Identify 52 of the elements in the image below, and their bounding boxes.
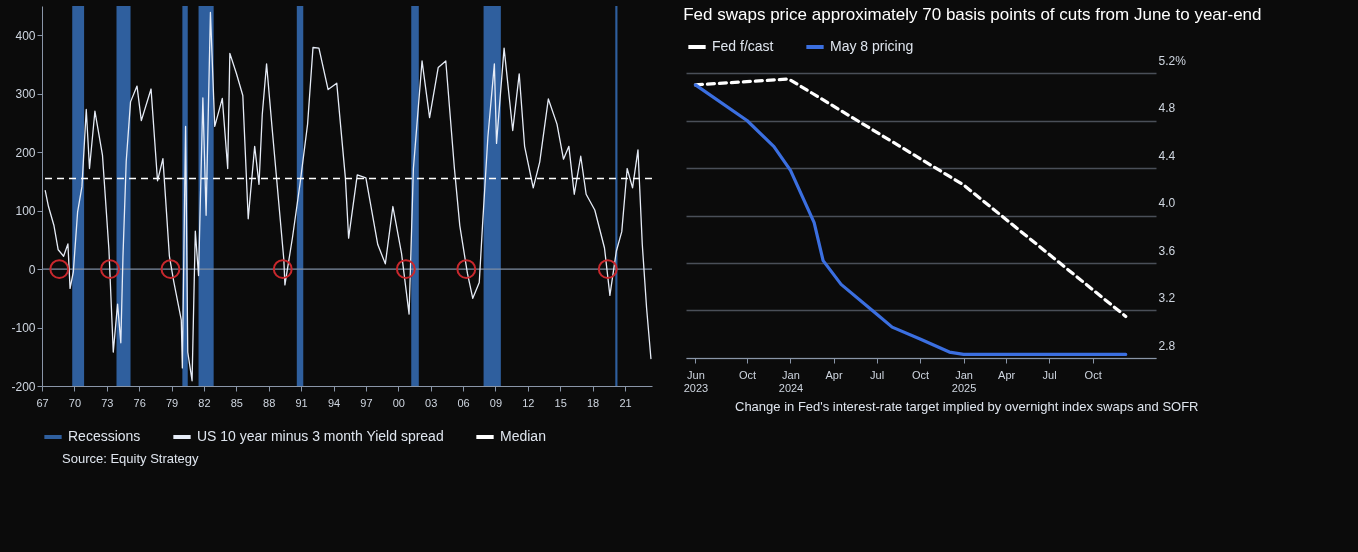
y2-tick-label: 5.2%: [1158, 53, 1187, 68]
x-tick-label: Oct: [1084, 368, 1102, 381]
x-tick-label: Apr: [998, 368, 1016, 381]
x-tick-label: Oct: [911, 368, 930, 381]
x-tick-label: 76: [133, 396, 146, 409]
y-tick-label: 300: [15, 87, 36, 102]
x-tick-label: 06: [457, 396, 470, 409]
y-tick-label: 0: [28, 262, 36, 277]
y-tick-label: 200: [15, 145, 36, 160]
y2-tick-label: 4.8: [1158, 101, 1176, 115]
y2-tick-label: 3.2: [1158, 291, 1176, 305]
y2-tick-label: 4.4: [1158, 148, 1176, 163]
x-tick-label: Jan 2024: [778, 368, 804, 394]
y-tick-label: -100: [11, 321, 36, 336]
x-tick-label: 88: [263, 396, 276, 409]
x-tick-label: 94: [327, 396, 341, 409]
y-tick-label: 100: [15, 204, 36, 219]
legend-label: Recessions: [68, 428, 141, 444]
x-tick-label: 82: [198, 396, 211, 409]
x-tick-label: 00: [392, 396, 405, 409]
x-tick-label: 12: [522, 396, 535, 409]
x-tick-label: 97: [360, 396, 373, 409]
x-tick-label: 18: [586, 396, 600, 409]
x-tick-label: Apr: [825, 368, 843, 381]
y-tick-label: 400: [15, 28, 36, 43]
x-tick-label: 21: [619, 396, 632, 409]
x-tick-label: Oct: [738, 368, 757, 381]
x-tick-label: 09: [489, 396, 503, 409]
text: Change in Fed's interest-rate target implied by overnight index swaps and SOFR: [734, 399, 1200, 414]
x-tick-label: 67: [36, 396, 49, 409]
legend-label: Fed f/cast: [712, 38, 774, 54]
chart-title: Fed swaps price approximately 70 basis points of cuts from June to year-end: [683, 5, 1262, 24]
x-tick-label: Jul: [1042, 368, 1057, 381]
y-tick-label: -200: [11, 379, 36, 394]
x-tick-label: 91: [295, 396, 308, 409]
y2-tick-label: 2.8: [1158, 338, 1176, 353]
x-tick-label: Jan 2025: [951, 368, 977, 394]
line-series: [44, 11, 652, 382]
x-tick-label: 85: [230, 396, 243, 409]
x-tick-label: 79: [165, 396, 179, 409]
x-tick-label: 73: [101, 396, 114, 409]
legend-label: US 10 year minus 3 month Yield spread: [197, 428, 444, 444]
legend-label: Median: [500, 428, 546, 444]
x-tick-label: Jun 2023: [683, 368, 709, 394]
y2-tick-label: 3.6: [1158, 243, 1176, 258]
source-note: Source: Equity Strategy: [61, 451, 200, 466]
legend-label: May 8 pricing: [830, 38, 914, 54]
x-tick-label: 03: [425, 396, 438, 409]
x-tick-label: 15: [554, 396, 567, 409]
x-tick-label: Jul: [870, 368, 885, 381]
y2-tick-label: 4.0: [1158, 196, 1176, 210]
x-tick-label: 70: [68, 396, 82, 409]
